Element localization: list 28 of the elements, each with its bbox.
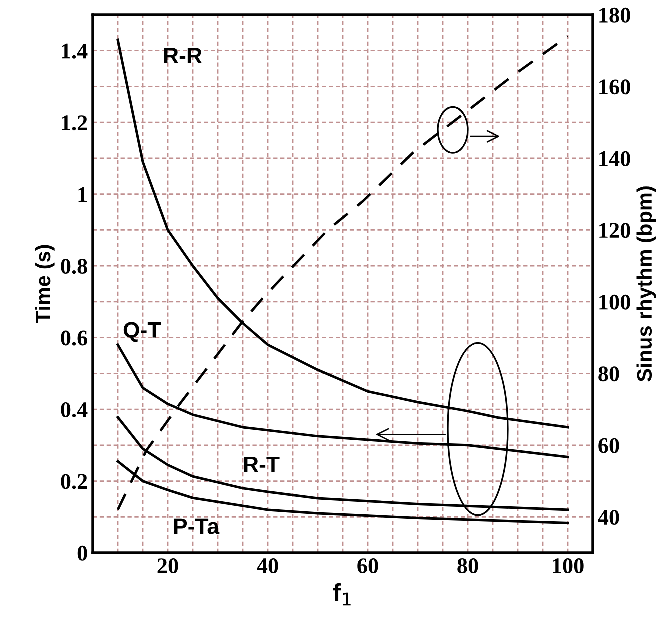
y2-tick-label: 180 (600, 8, 630, 23)
y-tick-label: 0 (78, 546, 88, 561)
y2-tick-label: 160 (600, 80, 630, 95)
y2-tick-label: 60 (598, 438, 620, 454)
series-label: R-T (244, 457, 280, 472)
y-tick-label: 0.4 (61, 402, 88, 418)
x-tick-label: 80 (458, 558, 478, 574)
y-tick-label: 1 (78, 187, 87, 202)
y2-tick-label: 100 (600, 294, 630, 310)
x-tick-label: 40 (257, 558, 278, 574)
y-tick-label: 0.6 (61, 330, 88, 346)
y2-tick-label: 40 (598, 510, 620, 526)
y2-tick-label: 120 (600, 223, 630, 238)
x-tick-label: 20 (158, 558, 178, 574)
y-axis-title: Time (s) (35, 245, 55, 324)
y2-tick-label: 80 (598, 366, 620, 382)
y2-axis-title: Sinus rhythm (bpm) (636, 186, 656, 382)
series-label: R-R (164, 48, 202, 64)
y-tick-label: 1.2 (62, 116, 88, 131)
x-tick-label: 100 (553, 558, 584, 574)
y2-tick-label: 140 (600, 151, 630, 166)
x-tick-label: 60 (358, 558, 378, 574)
x-axis-title: f$_{1}$ (333, 583, 351, 606)
y-tick-label: 0.2 (61, 474, 88, 490)
y-tick-label: 0.8 (61, 259, 88, 274)
series-label: Q-T (124, 322, 162, 342)
y-tick-label: 1.4 (62, 44, 88, 59)
series-label: P-Ta (174, 518, 220, 534)
